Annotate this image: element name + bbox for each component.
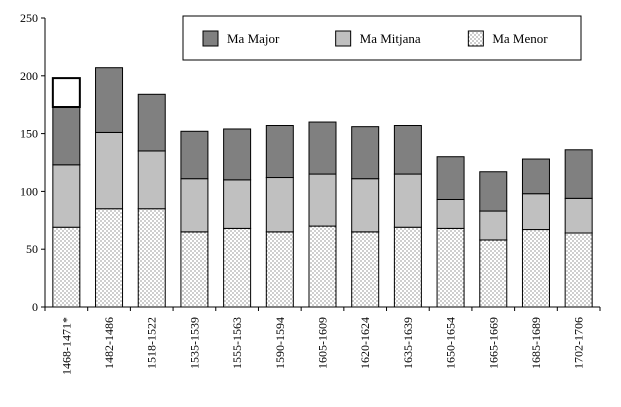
bar-segment-ma-menor: [137, 208, 166, 308]
bars: [51, 67, 593, 308]
bar-segment-ma-menor: [521, 229, 550, 308]
bar-segment-ma-mitjana: [564, 197, 593, 234]
legend-label: Ma Major: [227, 31, 280, 46]
x-tick-label: 1665-1669: [486, 317, 500, 369]
axes: 0 50 100 150 200 250 1468-1471* 1482-1486 1518-1…: [20, 11, 601, 375]
bar-segment-ma-menor: [223, 227, 252, 308]
legend-label: Ma Mitjana: [360, 31, 421, 46]
bar-segment-ma-major: [351, 126, 380, 180]
bar-segment-ma-major: [564, 149, 593, 199]
bar-segment-ma-mitjana: [137, 150, 166, 210]
x-tick-label: 1535-1539: [187, 317, 201, 369]
bar-segment-ma-menor: [436, 227, 465, 308]
x-tick-label: 1590-1594: [273, 317, 287, 369]
bar-segment-ma-mitjana: [223, 179, 252, 229]
bar-segment-ma-mitjana: [308, 173, 337, 227]
y-tick-label: 50: [26, 242, 38, 256]
x-tick-label: 1635-1639: [401, 317, 415, 369]
bar-segment-ma-mitjana: [52, 164, 81, 228]
bar-segment-ma-mitjana: [436, 198, 465, 229]
x-tick-label: 1620-1624: [358, 317, 372, 369]
bar-segment-ma-major: [137, 93, 166, 152]
bar-segment-ma-menor: [52, 226, 81, 308]
bar-segment-ma-major: [52, 106, 81, 166]
legend-label: Ma Menor: [492, 31, 548, 46]
bar-segment-ma-major: [180, 130, 209, 180]
bar-segment-ma-menor: [180, 231, 209, 308]
legend-swatch: [467, 30, 484, 47]
bar-segment-extra: [51, 77, 81, 109]
legend-swatch: [202, 30, 219, 47]
bar-segment-ma-mitjana: [265, 177, 294, 233]
y-tick-label: 250: [20, 11, 38, 25]
y-tick-label: 100: [20, 184, 38, 198]
bar-segment-ma-major: [95, 67, 124, 133]
y-tick-label: 0: [32, 300, 38, 314]
legend-box: [182, 15, 582, 61]
y-tick-label: 200: [20, 69, 38, 83]
bar-segment-ma-mitjana: [180, 178, 209, 233]
bar-segment-ma-mitjana: [479, 210, 508, 241]
bar-segment-ma-mitjana: [393, 173, 422, 228]
bar-segment-ma-menor: [479, 239, 508, 308]
bar-segment-ma-menor: [351, 231, 380, 308]
bar-segment-ma-major: [265, 125, 294, 179]
bar-segment-ma-menor: [564, 232, 593, 308]
x-tick-label: 1468-1471*: [59, 317, 73, 375]
x-tick-label: 1685-1689: [529, 317, 543, 369]
bar-segment-ma-mitjana: [351, 178, 380, 233]
y-tick-label: 150: [20, 127, 38, 141]
bar-segment-ma-major: [479, 171, 508, 212]
legend-swatch: [335, 30, 352, 47]
bar-segment-ma-major: [393, 125, 422, 175]
bar-segment-ma-major: [436, 156, 465, 200]
bar-segment-ma-mitjana: [521, 193, 550, 231]
bar-segment-ma-mitjana: [95, 131, 124, 210]
x-tick-label: 1518-1522: [145, 317, 159, 369]
bar-segment-ma-major: [521, 158, 550, 195]
x-tick-label: 1605-1609: [316, 317, 330, 369]
bar-segment-ma-menor: [265, 231, 294, 308]
bar-segment-ma-major: [223, 128, 252, 181]
legend: Ma Major Ma Mitjana Ma Menor: [182, 15, 582, 61]
x-tick-label: 1482-1486: [102, 317, 116, 369]
x-tick-label: 1650-1654: [444, 317, 458, 369]
x-tick-label: 1555-1563: [230, 317, 244, 369]
bar-segment-ma-major: [308, 121, 337, 175]
bar-segment-ma-menor: [393, 226, 422, 308]
bar-segment-ma-menor: [95, 208, 124, 308]
bar-segment-ma-menor: [308, 225, 337, 308]
x-tick-label: 1702-1706: [572, 317, 586, 369]
